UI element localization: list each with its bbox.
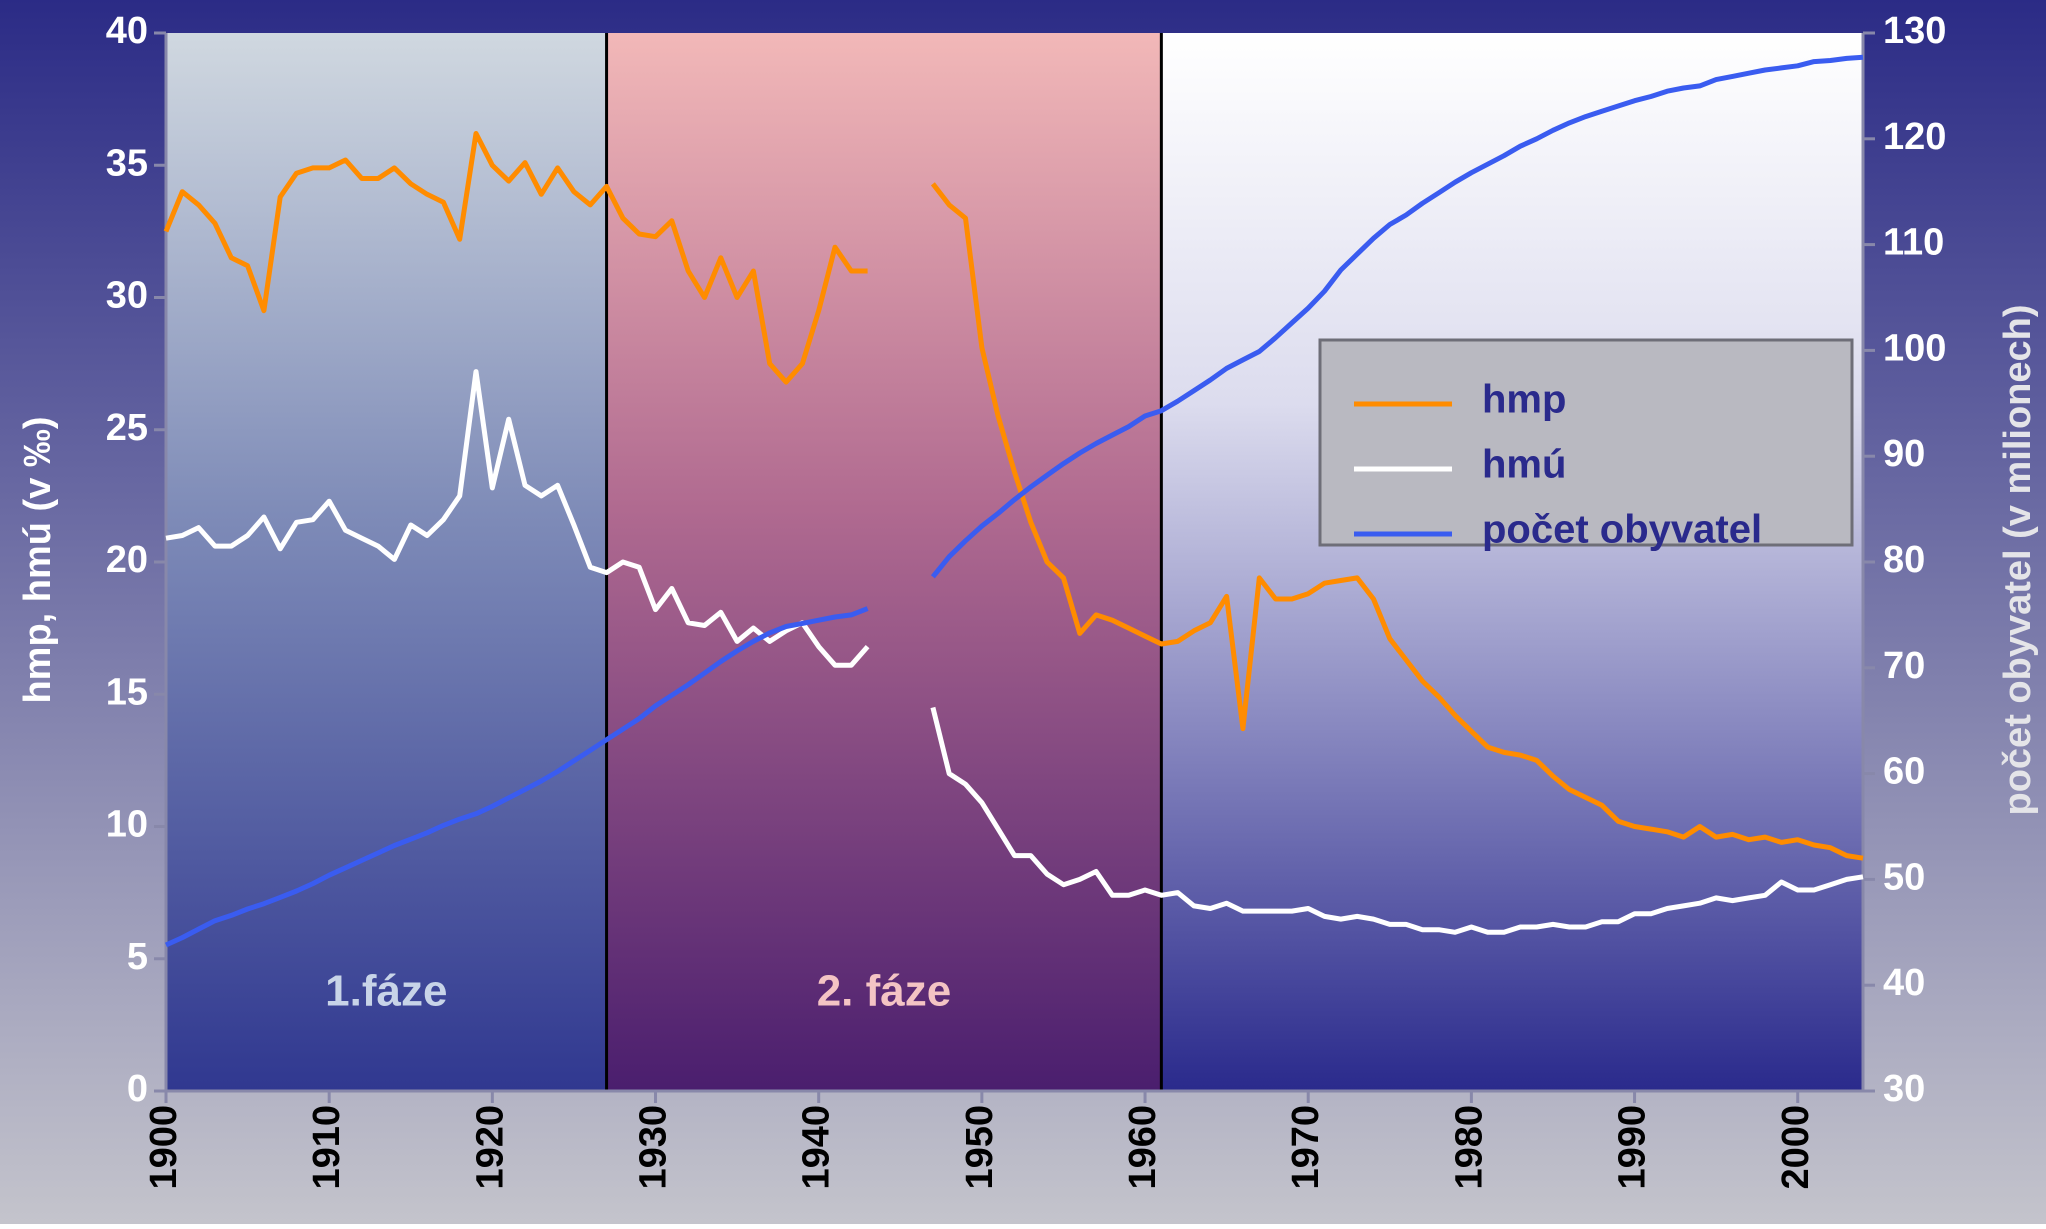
y-tick-label: 10	[106, 804, 148, 846]
phase-label: 1.fáze	[325, 967, 447, 1016]
y-tick-label: 20	[106, 539, 148, 581]
y2-tick-label: 50	[1883, 856, 1925, 898]
y2-tick-label: 30	[1883, 1068, 1925, 1110]
x-tick-label: 1990	[1612, 1105, 1654, 1190]
x-tick-label: 1970	[1285, 1105, 1327, 1190]
y2-tick-label: 100	[1883, 327, 1946, 369]
y2-tick-label: 60	[1883, 751, 1925, 793]
series-line	[163, 131, 1864, 861]
x-tick-label: 1950	[959, 1105, 1001, 1190]
y2-tick-label: 90	[1883, 433, 1925, 475]
y2-tick-label: 70	[1883, 645, 1925, 687]
y2-axis-title: počet obyvatel (v milionech)	[1997, 305, 2039, 816]
y2-tick-label: 80	[1883, 539, 1925, 581]
y2-tick-label: 120	[1883, 116, 1946, 158]
series-line	[165, 369, 1864, 935]
series-line	[164, 54, 1864, 948]
x-tick-label: 1910	[306, 1105, 348, 1190]
phase-region	[606, 33, 1162, 1091]
y2-tick-label: 110	[1883, 222, 1944, 264]
y-tick-label: 35	[106, 142, 148, 184]
y-tick-label: 5	[127, 936, 148, 978]
legend-label: počet obyvatel	[1482, 508, 1762, 552]
y-tick-label: 40	[106, 10, 148, 52]
x-tick-label: 1980	[1448, 1105, 1490, 1190]
x-tick-label: 1930	[633, 1105, 675, 1190]
y-tick-label: 30	[106, 275, 148, 317]
legend-box	[1318, 338, 1854, 547]
legend-label: hmú	[1482, 443, 1566, 487]
legend: hmp hmú počet obyvatel	[1318, 338, 1854, 552]
phase-label: 2. fáze	[817, 967, 952, 1016]
legend-label: hmp	[1482, 378, 1566, 422]
y2-tick-label: 40	[1883, 962, 1925, 1004]
x-tick-label: 1940	[796, 1105, 838, 1190]
x-tick-label: 2000	[1775, 1105, 1817, 1190]
y-axis-title: hmp, hmú (v ‰)	[17, 416, 59, 703]
y-tick-label: 25	[106, 407, 148, 449]
x-tick-label: 1900	[143, 1105, 185, 1190]
y2-tick-label: 130	[1883, 10, 1946, 52]
y-tick-label: 0	[127, 1068, 148, 1110]
x-tick-label: 1920	[469, 1105, 511, 1190]
x-tick-label: 1960	[1122, 1105, 1164, 1190]
y-tick-label: 15	[106, 671, 148, 713]
